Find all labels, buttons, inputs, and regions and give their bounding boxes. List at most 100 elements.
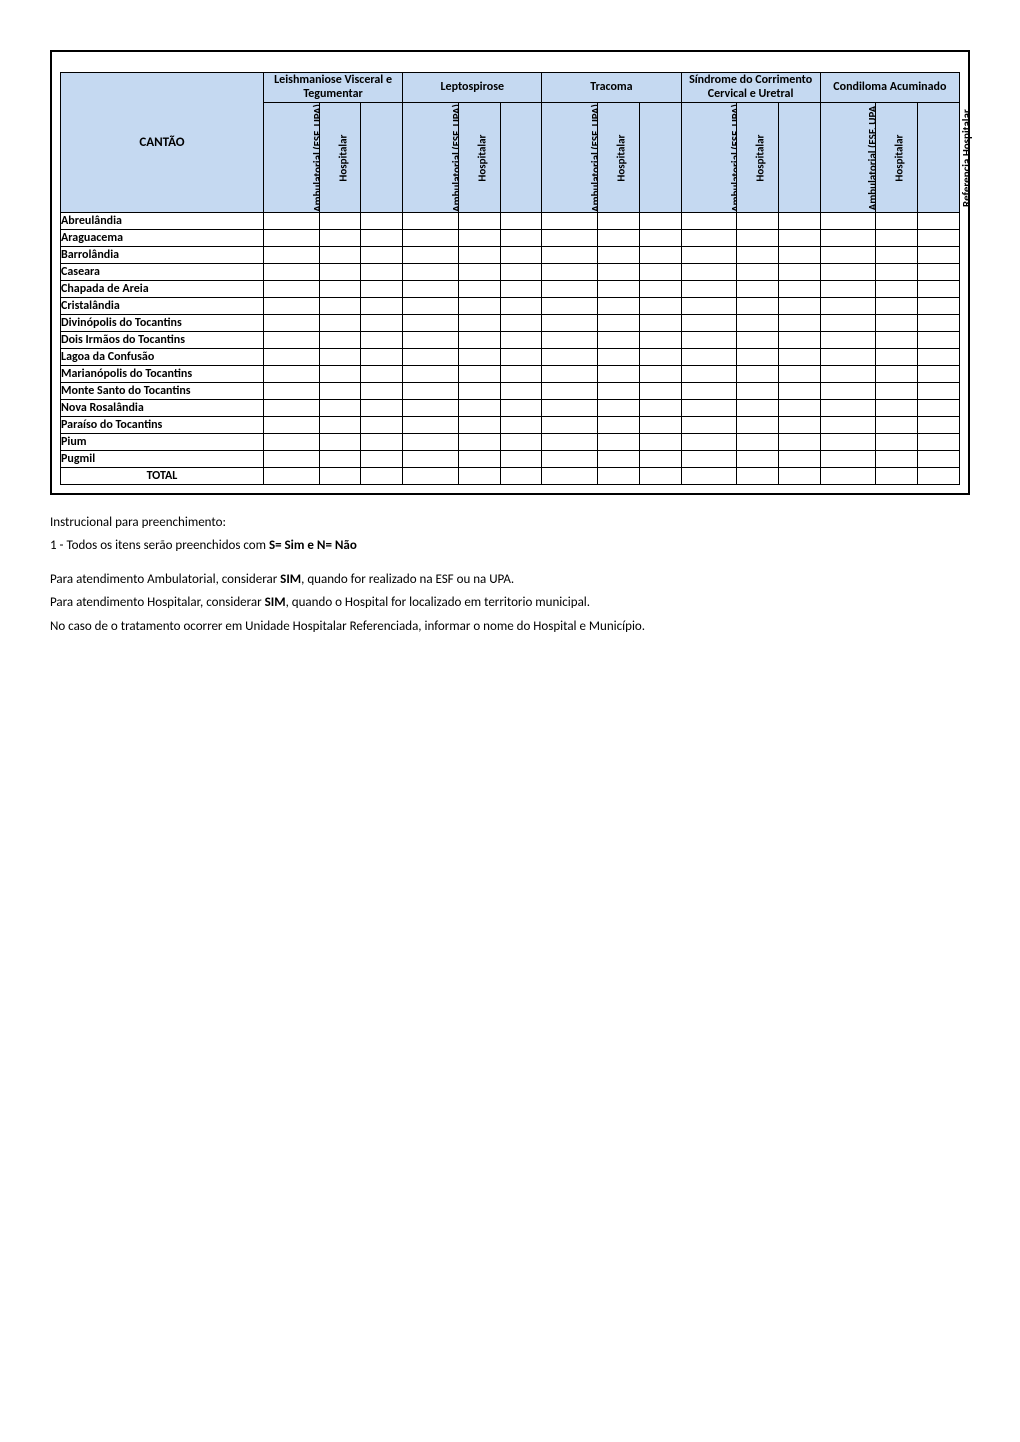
sub-head: Hospitalar xyxy=(876,102,918,212)
data-cell xyxy=(681,399,737,416)
data-cell xyxy=(403,467,459,484)
sub-head: Referencia Hospitalar xyxy=(361,102,403,212)
sub-head: Referencia Hospitalar xyxy=(778,102,820,212)
data-cell xyxy=(639,314,681,331)
data-cell xyxy=(458,246,500,263)
data-cell xyxy=(820,263,876,280)
data-cell xyxy=(737,382,779,399)
data-cell xyxy=(778,297,820,314)
sub-head: Ambulatorial (ESF, UPA) xyxy=(403,102,459,212)
data-cell xyxy=(778,399,820,416)
data-cell xyxy=(876,433,918,450)
data-cell xyxy=(542,450,598,467)
data-cell xyxy=(820,399,876,416)
data-cell xyxy=(876,399,918,416)
data-cell xyxy=(598,416,640,433)
data-cell xyxy=(820,331,876,348)
data-cell xyxy=(778,450,820,467)
data-cell xyxy=(820,229,876,246)
data-cell xyxy=(681,416,737,433)
data-cell xyxy=(598,399,640,416)
data-cell xyxy=(876,382,918,399)
data-cell xyxy=(681,280,737,297)
data-cell xyxy=(876,467,918,484)
data-cell xyxy=(319,331,361,348)
data-cell xyxy=(361,280,403,297)
data-cell xyxy=(820,297,876,314)
data-cell xyxy=(876,297,918,314)
data-cell xyxy=(918,331,960,348)
data-cell xyxy=(876,331,918,348)
data-cell xyxy=(500,263,542,280)
data-cell xyxy=(918,399,960,416)
data-cell xyxy=(737,416,779,433)
data-cell xyxy=(737,450,779,467)
data-cell xyxy=(778,416,820,433)
data-cell xyxy=(542,416,598,433)
row-label: Chapada de Areia xyxy=(61,280,264,297)
data-cell xyxy=(639,416,681,433)
data-cell xyxy=(403,297,459,314)
data-cell xyxy=(778,433,820,450)
data-cell xyxy=(876,365,918,382)
data-cell xyxy=(918,212,960,229)
data-cell xyxy=(598,365,640,382)
data-cell xyxy=(681,263,737,280)
data-cell xyxy=(542,297,598,314)
sub-head: Hospitalar xyxy=(737,102,779,212)
data-cell xyxy=(403,246,459,263)
table-row: Monte Santo do Tocantins xyxy=(61,382,960,399)
table-body: AbreulândiaAraguacemaBarrolândiaCasearaC… xyxy=(61,212,960,484)
data-cell xyxy=(918,433,960,450)
data-cell xyxy=(598,433,640,450)
data-cell xyxy=(361,433,403,450)
data-cell xyxy=(319,263,361,280)
row-label: Monte Santo do Tocantins xyxy=(61,382,264,399)
data-cell xyxy=(403,331,459,348)
data-cell xyxy=(876,314,918,331)
sub-head: Ambulatorial (ESF, UPA) xyxy=(681,102,737,212)
data-cell xyxy=(361,246,403,263)
table-container: CANTÃO Leishmaniose Visceral e Tegumenta… xyxy=(50,50,970,495)
data-cell xyxy=(820,280,876,297)
data-cell xyxy=(778,348,820,365)
data-cell xyxy=(681,331,737,348)
data-cell xyxy=(542,229,598,246)
data-cell xyxy=(778,263,820,280)
data-cell xyxy=(403,229,459,246)
note-line: Instrucional para preenchimento: xyxy=(50,513,970,533)
data-cell xyxy=(458,280,500,297)
data-cell xyxy=(458,297,500,314)
data-cell xyxy=(263,467,319,484)
data-cell xyxy=(820,382,876,399)
data-cell xyxy=(263,314,319,331)
data-cell xyxy=(778,467,820,484)
data-cell xyxy=(403,433,459,450)
data-cell xyxy=(542,314,598,331)
data-cell xyxy=(681,246,737,263)
data-cell xyxy=(263,450,319,467)
data-cell xyxy=(778,229,820,246)
data-cell xyxy=(778,365,820,382)
data-cell xyxy=(458,348,500,365)
data-cell xyxy=(876,280,918,297)
data-cell xyxy=(361,399,403,416)
data-cell xyxy=(403,348,459,365)
data-cell xyxy=(737,246,779,263)
data-cell xyxy=(737,365,779,382)
data-cell xyxy=(918,365,960,382)
data-cell xyxy=(681,433,737,450)
data-cell xyxy=(598,246,640,263)
data-cell xyxy=(542,263,598,280)
data-cell xyxy=(639,212,681,229)
data-cell xyxy=(263,212,319,229)
data-cell xyxy=(876,263,918,280)
sub-head: Hospitalar xyxy=(598,102,640,212)
data-cell xyxy=(681,229,737,246)
row-label: Araguacema xyxy=(61,229,264,246)
data-cell xyxy=(403,399,459,416)
data-cell xyxy=(458,331,500,348)
group-head-4: Condiloma Acuminado xyxy=(820,73,959,103)
data-cell xyxy=(820,433,876,450)
data-cell xyxy=(639,382,681,399)
